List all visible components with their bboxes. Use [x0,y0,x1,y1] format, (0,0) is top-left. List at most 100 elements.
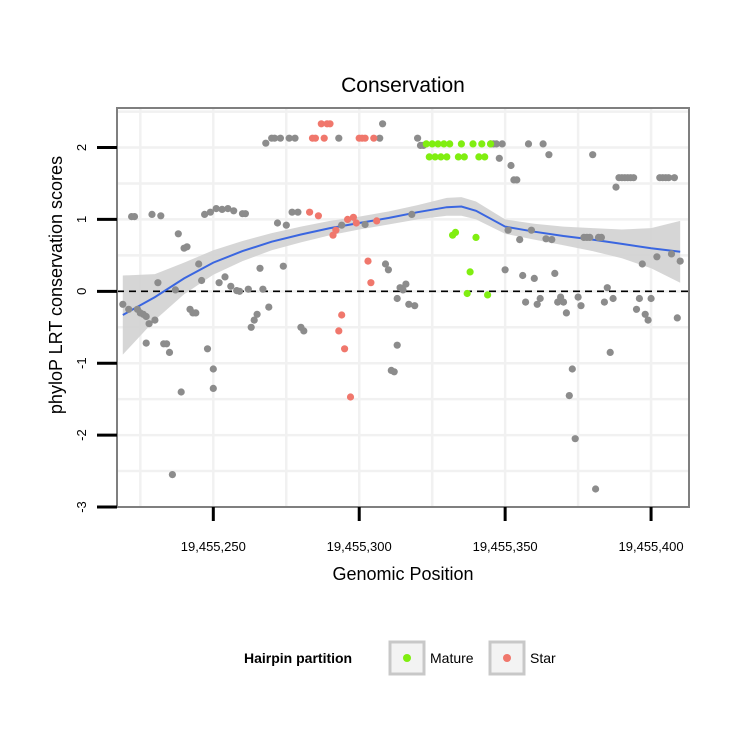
point-mature [451,228,460,236]
point-other [527,226,536,234]
point-other [399,286,407,294]
point-other [504,226,512,234]
point-star [317,120,325,128]
point-other [215,279,223,287]
point-other [495,154,503,162]
point-other [163,340,171,348]
point-other [408,210,416,218]
point-other [565,392,573,400]
point-mature [478,140,486,148]
point-other [227,282,235,290]
point-other [632,305,641,313]
point-mature [487,140,495,148]
point-mature [460,153,468,161]
point-other [548,236,556,244]
point-other [273,219,282,227]
legend-swatch-star [503,654,511,662]
point-other [183,243,191,251]
point-other [507,161,515,170]
point-other [259,285,267,293]
plot-panel [117,108,689,507]
point-other [411,302,419,310]
point-other [498,140,506,148]
point-other [165,348,174,356]
y-tick-label: -3 [74,501,89,513]
point-mature [481,153,489,161]
point-other [568,365,576,373]
point-other [513,176,521,184]
point-other [282,221,290,229]
point-other [586,233,594,241]
point-other [405,300,413,308]
point-other [212,205,220,213]
point-other [230,207,238,215]
confidence-band [122,197,681,355]
point-other [667,250,676,258]
point-other [641,310,649,318]
point-other [271,134,279,142]
point-other [379,120,387,128]
point-other [276,134,284,142]
point-other [603,284,611,292]
point-other [551,269,559,277]
point-other [393,294,401,303]
point-other [562,309,571,317]
point-star [320,134,328,142]
data-points [119,120,684,493]
point-other [300,327,308,335]
point-other [665,174,673,182]
point-other [559,298,568,306]
point-star [344,215,352,223]
point-mature [437,153,445,161]
point-other [291,134,299,142]
point-other [574,293,582,301]
point-other [174,230,182,238]
point-other [376,134,384,142]
point-other [644,316,652,324]
point-star [346,393,355,401]
point-other [542,235,550,243]
point-other [539,140,547,148]
point-other [577,302,585,310]
point-other [192,309,200,317]
point-other [221,273,229,281]
legend-label-mature: Mature [430,650,474,666]
y-tick-label: 2 [74,144,89,151]
point-star [335,327,343,335]
point-other [519,271,527,280]
point-other [209,384,217,392]
point-mature [469,140,477,148]
point-other [244,285,252,293]
point-other [545,151,553,159]
point-other [492,140,500,148]
point-other [609,294,617,303]
point-star [373,217,381,225]
point-other [198,276,206,285]
point-other [265,303,273,311]
point-other [130,213,139,221]
legend-swatch-mature [403,654,411,662]
point-other [256,264,264,272]
x-tick-label: 19,455,400 [619,539,684,554]
point-other [206,208,214,216]
chart-title: Conservation [341,74,465,97]
point-other [533,300,541,308]
point-other [600,298,609,306]
point-other [279,262,287,270]
point-other [402,280,410,288]
point-mature [434,140,442,148]
point-other [501,266,509,274]
point-other [148,210,156,218]
confidence-ribbon [122,197,681,355]
point-star [306,208,314,216]
point-other [571,435,579,443]
legend: Hairpin partition Mature Star [244,640,556,676]
point-other [670,174,679,182]
point-mature [431,153,439,161]
y-tick-label: 0 [74,288,89,295]
point-star [370,134,378,142]
point-other [530,274,538,282]
point-other [125,305,133,313]
point-mature [463,289,471,298]
